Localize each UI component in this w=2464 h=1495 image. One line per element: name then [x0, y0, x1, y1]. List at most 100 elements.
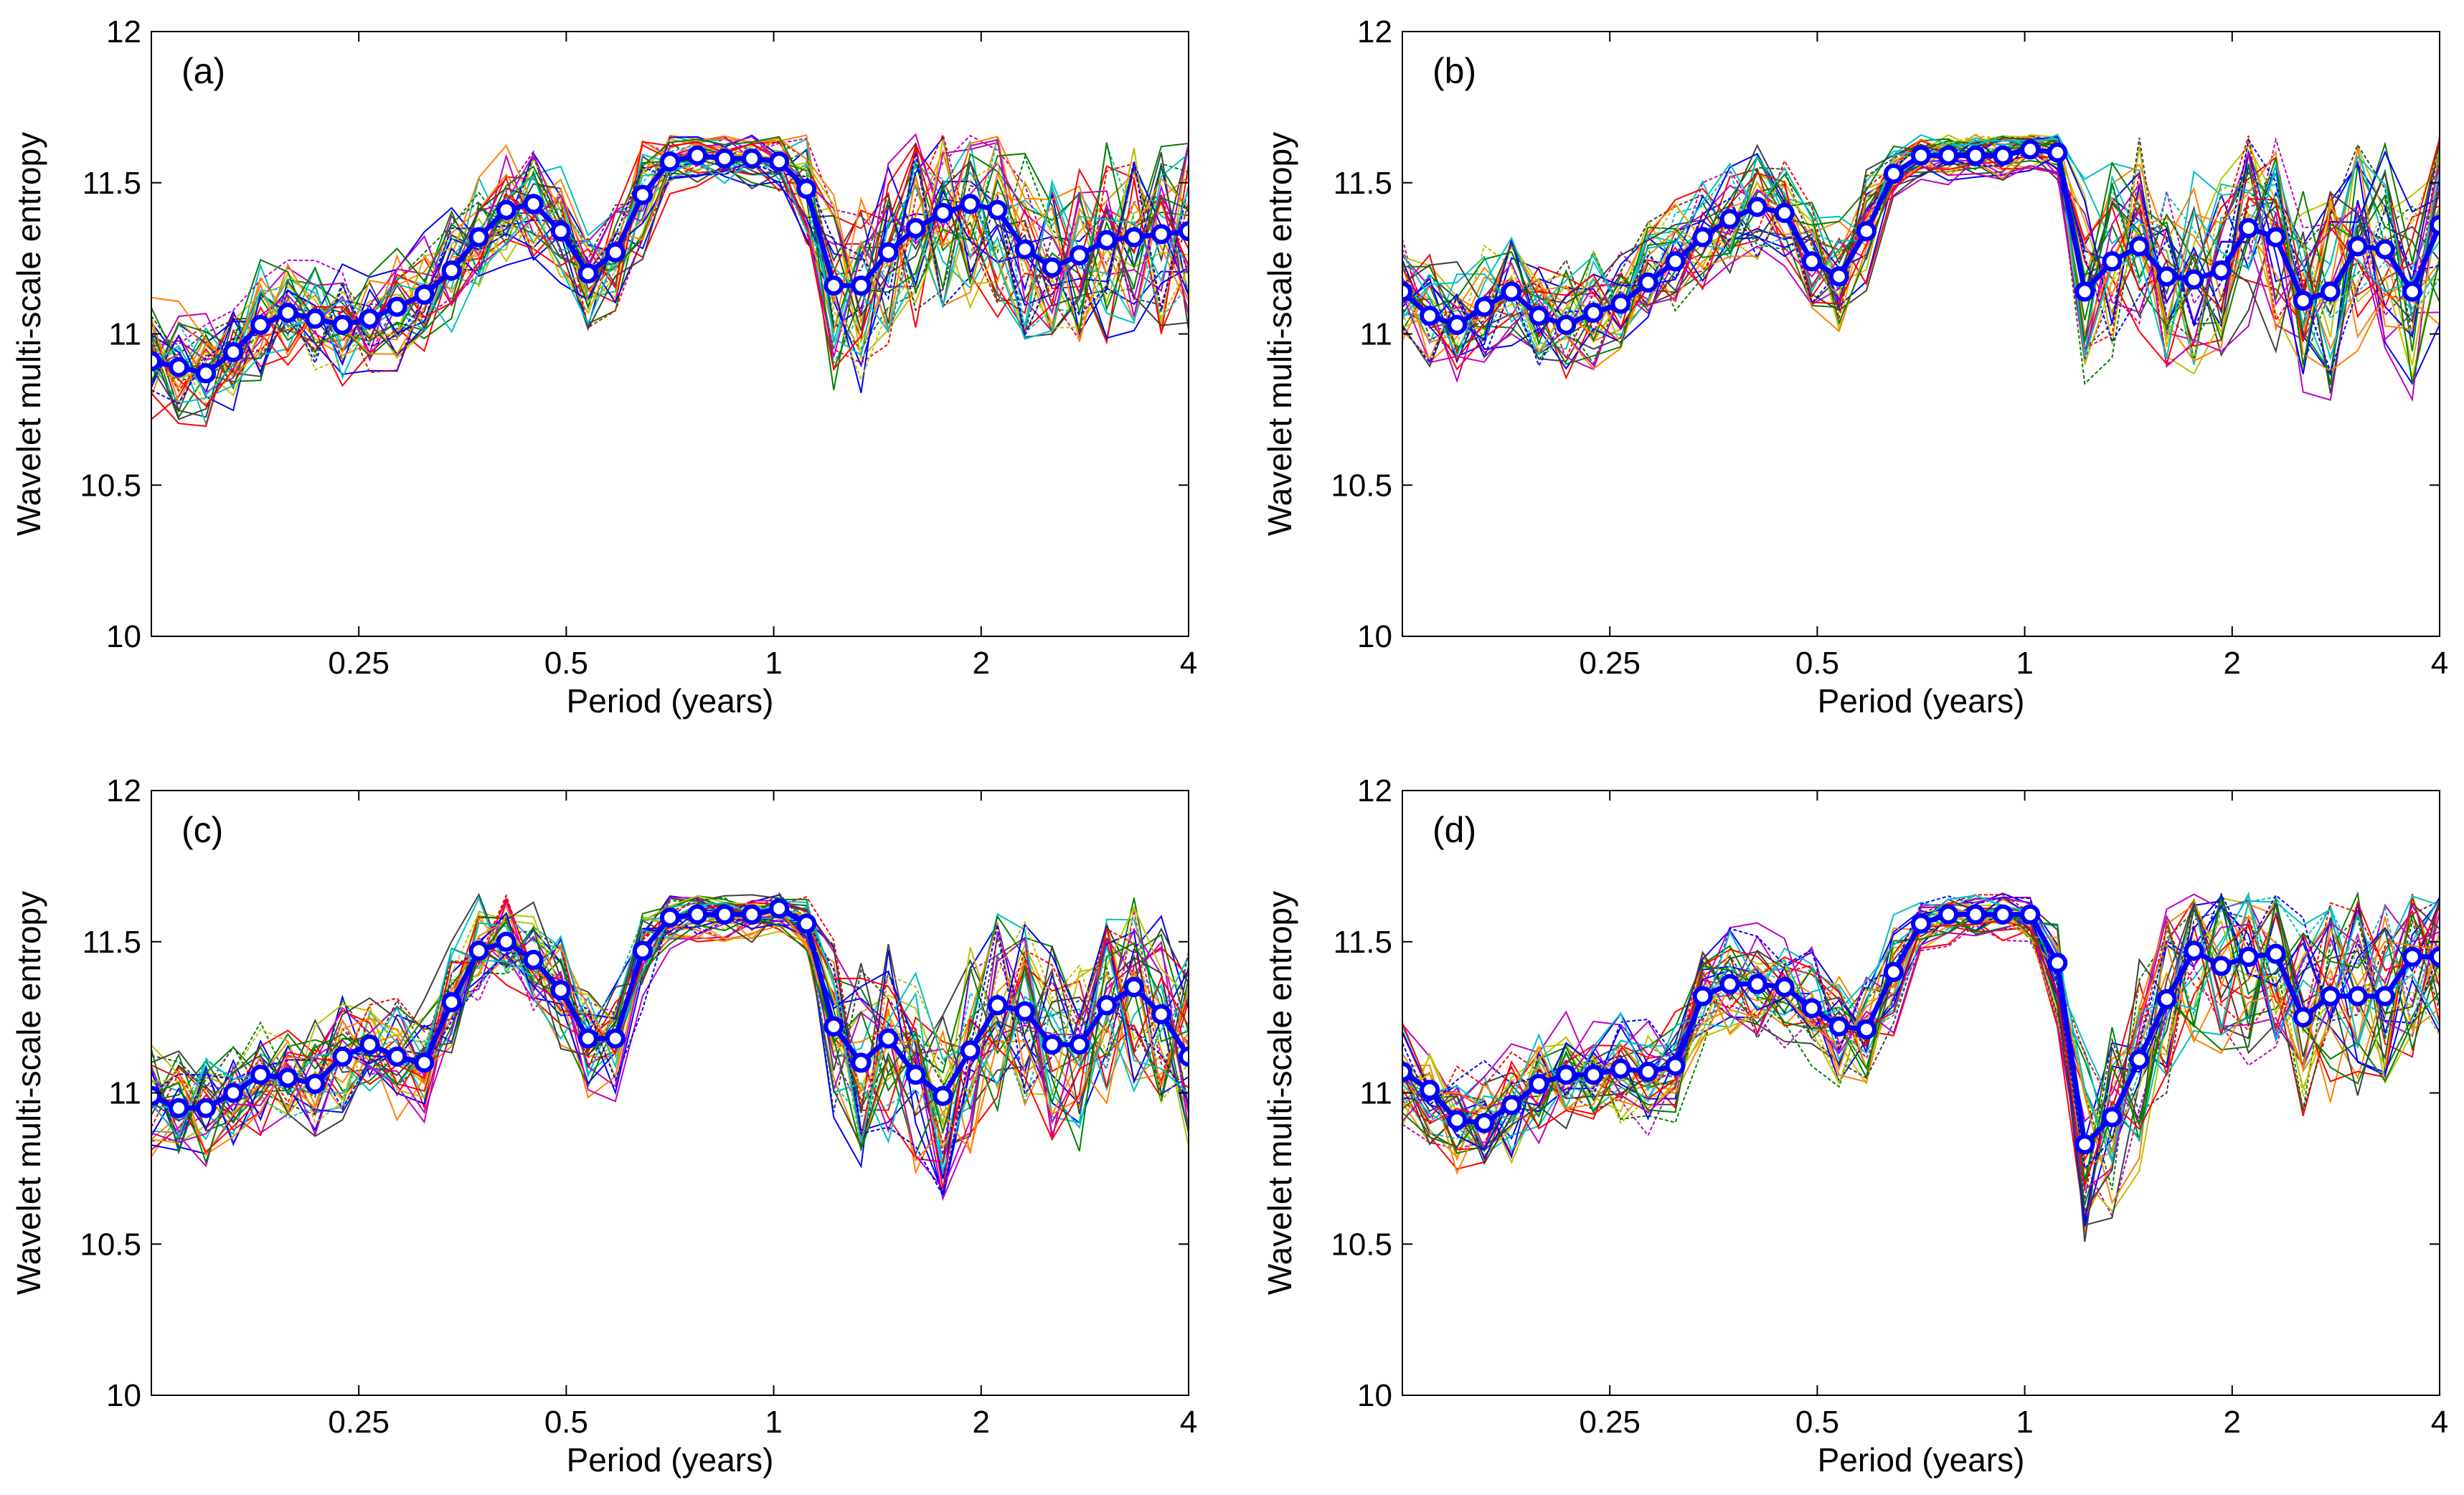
mean-series-point: [2156, 989, 2177, 1009]
mean-series-point: [905, 1065, 926, 1085]
mean-series-point: [2074, 281, 2095, 302]
plot-area: [1402, 791, 2440, 1395]
mean-series-point: [933, 202, 953, 223]
mean-series-point: [1747, 973, 1767, 994]
y-tick-label: 10: [1357, 1378, 1392, 1413]
background-series-line: [151, 895, 1189, 1146]
y-tick-label: 10.5: [80, 468, 141, 503]
mean-series-point: [1801, 998, 1822, 1019]
mean-series-point: [1123, 227, 1144, 247]
mean-series-point: [796, 913, 817, 934]
mean-series-point: [577, 1028, 598, 1049]
mean-series-point: [1447, 1110, 1468, 1131]
mean-series-point: [632, 184, 653, 205]
y-tick-label: 11.5: [82, 166, 141, 201]
mean-series-point: [523, 950, 544, 970]
x-tick-label: 1: [765, 646, 782, 681]
x-tick-label: 1: [765, 1405, 782, 1440]
y-axis-label: Wavelet multi-scale entropy: [1261, 132, 1298, 536]
mean-series-point: [2374, 239, 2395, 260]
mean-series-point: [2047, 953, 2068, 973]
mean-series-point: [387, 296, 407, 317]
mean-series-point: [1556, 1065, 1577, 1085]
background-series-line: [1402, 895, 2440, 1141]
mean-series-point: [1665, 1055, 1686, 1076]
mean-series-point: [1042, 257, 1062, 278]
mean-series-point: [1883, 961, 1904, 982]
x-tick-label: 0.5: [544, 1405, 588, 1440]
mean-series-point: [1883, 164, 1904, 184]
mean-series-point: [1665, 251, 1686, 272]
plot-area: [151, 791, 1189, 1395]
background-series-line: [1402, 144, 2440, 354]
mean-series-point: [2320, 986, 2341, 1006]
mean-series-point: [359, 1034, 380, 1055]
mean-series-point: [1014, 239, 1035, 260]
mean-series-point: [987, 199, 1008, 220]
x-axis-label: Period (years): [567, 682, 774, 720]
mean-series-point: [1938, 904, 1959, 925]
mean-series-point: [1965, 904, 1986, 925]
mean-series-point: [196, 1098, 217, 1118]
background-series-line: [151, 161, 1189, 420]
mean-series-point: [1747, 197, 1767, 217]
mean-series-point: [1474, 1113, 1495, 1133]
x-tick-label: 4: [2431, 1405, 2448, 1440]
x-axis-label: Period (years): [1818, 682, 2025, 720]
mean-series-point: [2347, 986, 2368, 1006]
mean-series-point: [660, 151, 680, 172]
mean-series-point: [1151, 224, 1171, 245]
x-tick-label: 0.25: [328, 646, 390, 681]
mean-series-point: [769, 898, 790, 919]
mean-series-point: [414, 1052, 435, 1073]
background-series-line: [151, 134, 1189, 388]
mean-series-point: [196, 363, 217, 384]
y-tick-label: 11: [1359, 1076, 1392, 1111]
mean-series-point: [960, 194, 981, 214]
mean-series-point: [1474, 296, 1495, 317]
background-series-line: [1402, 152, 2440, 368]
mean-series-point: [1719, 209, 1740, 230]
plot-area: [1402, 32, 2440, 636]
mean-series-point: [2265, 227, 2286, 247]
mean-series-point: [2238, 218, 2259, 238]
mean-series-point: [2102, 251, 2123, 272]
mean-series-point: [468, 940, 489, 961]
mean-series-point: [2020, 904, 2041, 925]
y-tick-label: 11: [1359, 317, 1392, 352]
mean-series-point: [1828, 1016, 1849, 1037]
y-tick-label: 11.5: [1334, 925, 1392, 960]
mean-series-point: [2238, 946, 2259, 967]
y-tick-label: 11.5: [1334, 166, 1392, 201]
mean-series-point: [1583, 1065, 1604, 1085]
x-axis-label: Period (years): [567, 1441, 774, 1479]
mean-series-point: [1069, 1034, 1090, 1055]
y-tick-label: 12: [1357, 14, 1392, 49]
mean-series-point: [387, 1046, 407, 1067]
y-tick-label: 10.5: [80, 1227, 141, 1262]
mean-series-point: [605, 1028, 626, 1049]
mean-series-point: [742, 148, 763, 169]
mean-series-point: [223, 341, 244, 362]
y-tick-label: 10.5: [1331, 468, 1392, 503]
mean-series-point: [1529, 306, 1549, 326]
background-series-line: [151, 161, 1189, 394]
background-series-line: [1402, 892, 2440, 1170]
mean-series-point: [1096, 995, 1117, 1016]
mean-series-point: [468, 227, 489, 247]
mean-series-point: [660, 907, 680, 928]
mean-series-point: [1096, 230, 1117, 250]
mean-series-point: [1501, 1095, 1522, 1116]
y-axis-label: Wavelet multi-scale entropy: [1261, 891, 1298, 1295]
mean-series-point: [496, 931, 516, 952]
mean-series-point: [632, 940, 653, 961]
mean-series-point: [1402, 1062, 1412, 1082]
mean-series-point: [905, 218, 926, 238]
mean-series-point: [523, 194, 544, 214]
mean-series-point: [851, 1052, 872, 1073]
mean-series-point: [1965, 145, 1986, 166]
mean-series-point: [742, 904, 763, 925]
mean-series-point: [332, 314, 353, 335]
mean-series-point: [1993, 145, 2014, 166]
mean-series-point: [2211, 260, 2232, 280]
